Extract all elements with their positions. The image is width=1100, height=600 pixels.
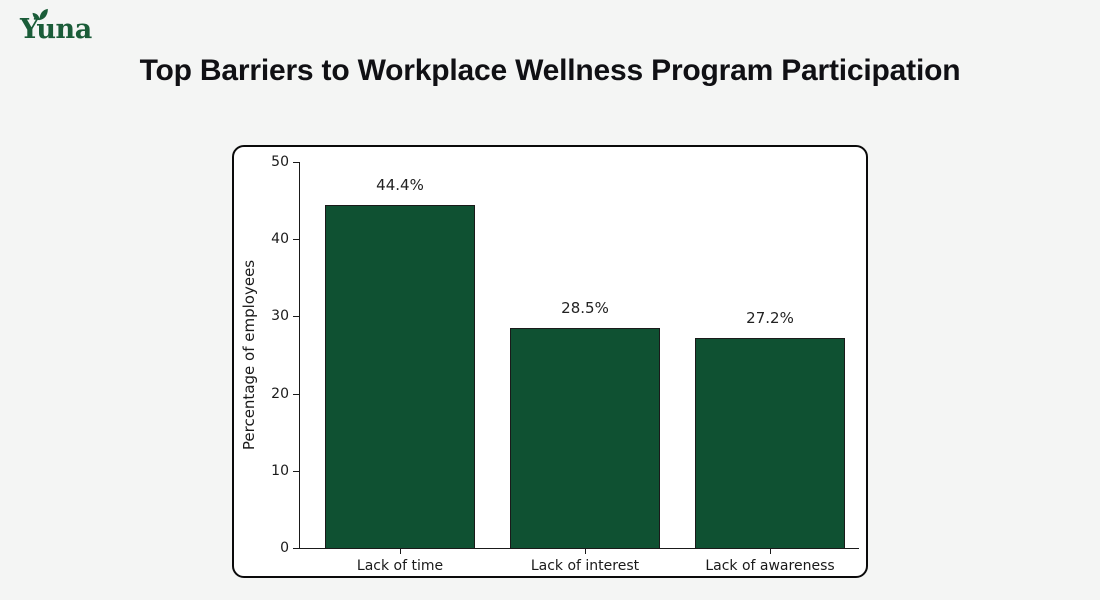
x-tick xyxy=(770,548,771,554)
brand-name: Yuna xyxy=(20,14,92,45)
chart-card: 0 10 20 30 40 50 44.4% Lack of time 28.5% Lack of… xyxy=(232,145,868,578)
x-tick xyxy=(585,548,586,554)
x-tick-label: Lack of time xyxy=(356,558,444,574)
x-axis-line xyxy=(299,548,859,549)
y-tick xyxy=(293,393,299,395)
y-tick-label: 20 xyxy=(271,385,289,402)
bar-value-label: 44.4% xyxy=(376,176,424,195)
y-axis-title: Percentage of employees xyxy=(240,259,258,451)
bar-value-label: 28.5% xyxy=(561,298,609,317)
leaf-icon xyxy=(32,8,48,21)
brand-logo: Yuna xyxy=(20,8,92,45)
bar xyxy=(325,205,475,548)
y-axis-line xyxy=(299,162,300,548)
bar xyxy=(695,338,845,548)
y-tick-label: 30 xyxy=(271,308,289,325)
bar-chart-plot: 0 10 20 30 40 50 44.4% Lack of time 28.5% Lack of… xyxy=(234,147,866,576)
y-tick xyxy=(293,470,299,472)
y-tick-label: 10 xyxy=(271,462,289,479)
y-tick-label: 40 xyxy=(271,231,289,248)
bar xyxy=(510,327,660,548)
x-tick-label: Lack of awareness xyxy=(705,558,835,574)
y-tick xyxy=(293,548,299,549)
y-tick-label: 0 xyxy=(280,540,289,556)
y-tick xyxy=(293,162,299,163)
x-tick xyxy=(400,548,401,554)
y-tick xyxy=(293,316,299,318)
y-tick-label: 50 xyxy=(271,154,289,170)
x-tick-label: Lack of interest xyxy=(530,558,640,574)
bar-value-label: 27.2% xyxy=(746,309,794,328)
page-title: Top Barriers to Workplace Wellness Progr… xyxy=(139,54,961,87)
y-tick xyxy=(293,239,299,241)
